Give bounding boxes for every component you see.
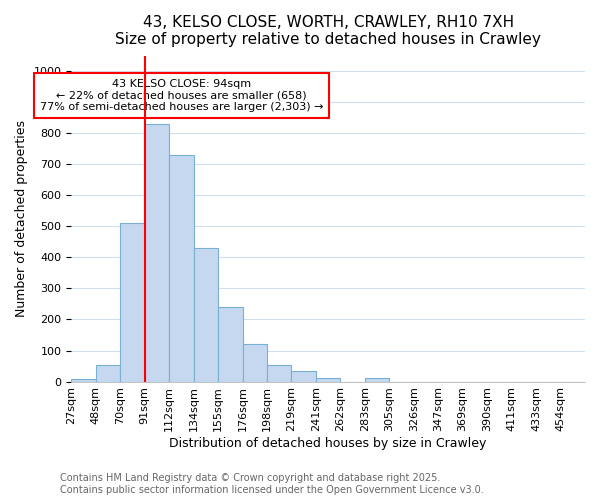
Y-axis label: Number of detached properties: Number of detached properties bbox=[15, 120, 28, 317]
Bar bbox=[120, 223, 145, 382]
Bar bbox=[145, 124, 169, 382]
X-axis label: Distribution of detached houses by size in Crawley: Distribution of detached houses by size … bbox=[169, 437, 487, 450]
Title: 43, KELSO CLOSE, WORTH, CRAWLEY, RH10 7XH
Size of property relative to detached : 43, KELSO CLOSE, WORTH, CRAWLEY, RH10 7X… bbox=[115, 15, 541, 48]
Bar bbox=[267, 364, 292, 382]
Bar bbox=[96, 364, 120, 382]
Text: 43 KELSO CLOSE: 94sqm
← 22% of detached houses are smaller (658)
77% of semi-det: 43 KELSO CLOSE: 94sqm ← 22% of detached … bbox=[40, 79, 323, 112]
Bar bbox=[316, 378, 340, 382]
Text: Contains HM Land Registry data © Crown copyright and database right 2025.
Contai: Contains HM Land Registry data © Crown c… bbox=[60, 474, 484, 495]
Bar bbox=[71, 379, 96, 382]
Bar bbox=[218, 307, 242, 382]
Bar bbox=[292, 370, 316, 382]
Bar bbox=[242, 344, 267, 382]
Bar bbox=[194, 248, 218, 382]
Bar bbox=[365, 378, 389, 382]
Bar bbox=[169, 155, 194, 382]
